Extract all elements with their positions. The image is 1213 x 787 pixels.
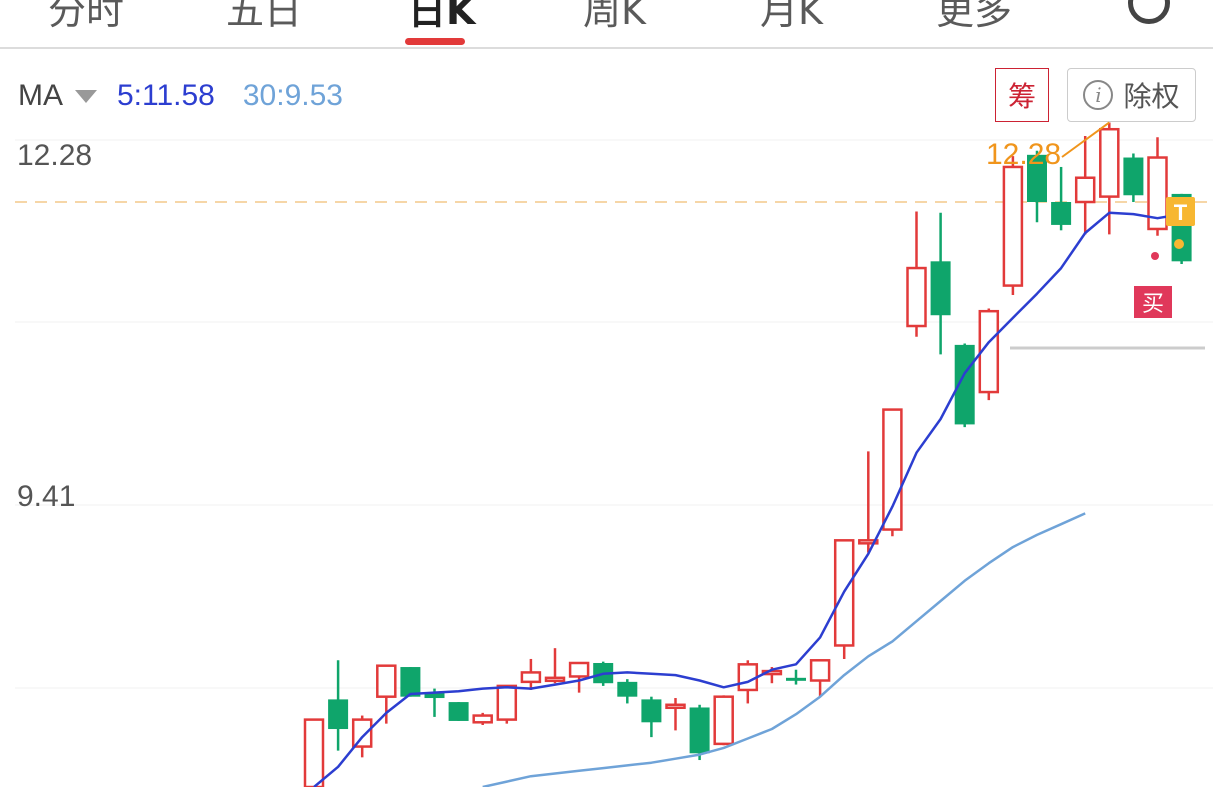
candle-body [376, 664, 397, 698]
ex-rights-label: 除权 [1123, 80, 1180, 113]
candle-body [400, 667, 421, 697]
ma-selector-label[interactable]: MA [18, 79, 63, 112]
candle [1074, 135, 1096, 235]
t-marker-text: T [1174, 200, 1188, 225]
candle-body [303, 718, 325, 787]
candle [1027, 150, 1047, 223]
candle-body [544, 676, 566, 683]
candle-body [448, 702, 469, 721]
chart-overlays: 12.28 T 买 [986, 121, 1195, 318]
candle [641, 696, 662, 738]
period-tabs: 分时 五日 日K 周K 月K 更多 [0, 0, 1213, 49]
tab-weekly-k[interactable]: 周K [583, 0, 646, 33]
tab-more[interactable]: 更多 [936, 0, 1013, 33]
candle-body [1147, 156, 1168, 231]
candle-body [809, 659, 831, 682]
candle-body [424, 692, 445, 699]
t-marker-badge [1166, 197, 1195, 226]
candle-body [858, 539, 879, 545]
candle [520, 658, 542, 690]
ma5-value: 5:11.58 [117, 79, 215, 112]
candle-body [665, 703, 686, 710]
candle-body [1027, 154, 1047, 203]
candle [617, 679, 638, 704]
candle-body [689, 707, 710, 754]
candles-group [303, 122, 1192, 787]
candle [328, 660, 349, 751]
candle-body [786, 677, 806, 681]
y-axis-label-mid: 9.41 [17, 480, 75, 513]
active-tab-indicator [405, 38, 465, 45]
chip-distribution-button[interactable]: 筹 [995, 68, 1049, 122]
candle [1123, 153, 1144, 203]
ma-lines-group [313, 211, 1182, 787]
tab-daily-k[interactable]: 日K [408, 0, 476, 33]
candle-body [496, 684, 518, 721]
candle [400, 667, 421, 697]
candle-body [617, 681, 638, 697]
candle [544, 648, 566, 684]
candle [665, 698, 686, 731]
candle-body [713, 695, 734, 746]
candle [1147, 137, 1168, 236]
candle-body [906, 266, 927, 328]
ma-indicator-bar: MA 5:11.58 30:9.53 [18, 76, 343, 116]
candle-body [641, 699, 662, 723]
candle [448, 702, 469, 721]
candle-body [1002, 165, 1024, 287]
tab-five-day[interactable]: 五日 [226, 0, 303, 33]
ma5-line [313, 211, 1182, 787]
chart-grid: 12.28 9.41 [15, 139, 1213, 689]
chip-label: 筹 [1007, 80, 1036, 113]
ma30-line [482, 512, 1086, 787]
candle [833, 539, 855, 659]
candle [689, 704, 710, 761]
candle-body [1099, 127, 1120, 198]
candle-body [351, 718, 373, 748]
tab-intraday[interactable]: 分时 [48, 0, 125, 33]
candle-body [978, 309, 1000, 394]
dropdown-triangle-icon[interactable] [75, 89, 97, 103]
max-price-label: 12.28 [986, 138, 1061, 171]
candle [1002, 156, 1024, 296]
candle [906, 211, 927, 337]
tab-monthly-k[interactable]: 月K [760, 0, 823, 33]
ex-rights-button[interactable]: i 除权 [1067, 68, 1196, 122]
t-marker-dot [1174, 239, 1184, 249]
candle [978, 308, 1000, 401]
candle [303, 718, 325, 787]
candle-body [472, 714, 493, 724]
candle [1051, 166, 1072, 231]
settings-gear-icon[interactable] [1128, 0, 1170, 24]
candle [496, 684, 518, 724]
candle-body [882, 408, 903, 531]
candle [472, 712, 493, 725]
candle-body [1074, 176, 1096, 204]
candle-body [737, 663, 759, 692]
candle [858, 451, 879, 553]
info-icon: i [1083, 80, 1114, 110]
candle [809, 659, 831, 697]
candle [376, 664, 397, 724]
buy-marker-text: 买 [1142, 292, 1164, 317]
buy-marker-badge [1134, 286, 1172, 318]
ma30-value: 30:9.53 [242, 79, 343, 112]
candle [713, 695, 734, 746]
candle-body [520, 671, 542, 684]
candle [1099, 122, 1120, 235]
candle-body [328, 699, 349, 730]
candle [568, 661, 590, 693]
candle [786, 669, 806, 685]
y-axis-label-top: 12.28 [17, 139, 92, 172]
candle-body [930, 261, 951, 316]
max-price-pointer [1061, 121, 1110, 158]
candle [930, 212, 951, 355]
buy-marker-dot [1151, 252, 1159, 260]
candle-body [568, 661, 590, 678]
candle-body [1123, 157, 1144, 196]
candle-body [1051, 202, 1072, 225]
